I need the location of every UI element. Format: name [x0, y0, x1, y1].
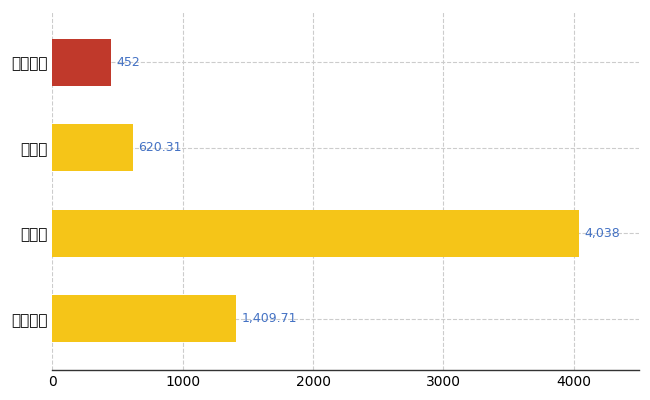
Text: 4,038: 4,038 — [584, 227, 619, 240]
Text: 452: 452 — [116, 56, 140, 69]
Bar — [53, 295, 236, 342]
Bar — [53, 210, 578, 257]
Text: 1,409.71: 1,409.71 — [241, 312, 297, 325]
Bar — [53, 124, 133, 171]
Text: 620.31: 620.31 — [138, 141, 182, 154]
Bar — [53, 39, 111, 86]
